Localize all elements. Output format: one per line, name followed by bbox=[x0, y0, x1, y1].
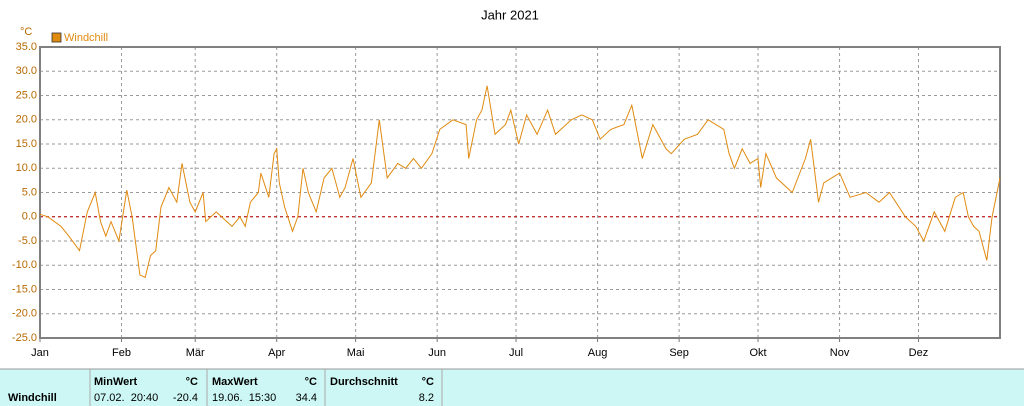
y-tick-label: 10.0 bbox=[16, 162, 37, 174]
y-unit: °C bbox=[20, 26, 32, 38]
table-cell: 07.02. 20:40 bbox=[94, 392, 158, 404]
x-tick-label: Jul bbox=[509, 347, 523, 359]
table-header: °C bbox=[422, 376, 434, 388]
table-row-label: Windchill bbox=[8, 392, 57, 404]
x-tick-label: Feb bbox=[112, 347, 131, 359]
table-cell: 34.4 bbox=[296, 392, 317, 404]
x-tick-label: Jan bbox=[31, 347, 49, 359]
plot-frame bbox=[39, 46, 1001, 339]
y-tick-label: 25.0 bbox=[16, 89, 37, 101]
table-header: °C bbox=[186, 376, 198, 388]
table-background bbox=[0, 369, 1024, 406]
table-header: MinWert bbox=[94, 376, 138, 388]
x-tick-label: Jun bbox=[428, 347, 446, 359]
table-cell: 19.06. 15:30 bbox=[212, 392, 276, 404]
table-cell: -20.4 bbox=[173, 392, 198, 404]
chart-title: Jahr 2021 bbox=[481, 7, 539, 22]
y-tick-label: 20.0 bbox=[16, 114, 37, 126]
table-header: °C bbox=[305, 376, 317, 388]
y-tick-label: -10.0 bbox=[12, 259, 37, 271]
y-tick-label: -15.0 bbox=[12, 283, 37, 295]
table-cell: 8.2 bbox=[419, 392, 434, 404]
y-tick-label: -20.0 bbox=[12, 308, 37, 320]
y-tick-label: -25.0 bbox=[12, 332, 37, 344]
x-tick-label: Sep bbox=[669, 347, 689, 359]
x-tick-label: Mär bbox=[186, 347, 205, 359]
y-tick-label: 35.0 bbox=[16, 41, 37, 53]
x-tick-label: Dez bbox=[909, 347, 929, 359]
legend-label: Windchill bbox=[64, 32, 108, 44]
y-tick-label: -5.0 bbox=[18, 235, 37, 247]
table-header: MaxWert bbox=[212, 376, 258, 388]
x-tick-label: Aug bbox=[588, 347, 608, 359]
data-line bbox=[39, 85, 1001, 279]
y-tick-label: 0.0 bbox=[22, 211, 37, 223]
y-tick-label: 30.0 bbox=[16, 65, 37, 77]
legend-swatch bbox=[51, 32, 62, 43]
y-tick-label: 15.0 bbox=[16, 138, 37, 150]
y-tick-label: 5.0 bbox=[22, 186, 37, 198]
table-header: Durchschnitt bbox=[330, 376, 398, 388]
x-tick-label: Mai bbox=[347, 347, 365, 359]
x-tick-label: Apr bbox=[268, 347, 285, 359]
x-tick-label: Okt bbox=[749, 347, 766, 359]
x-tick-label: Nov bbox=[830, 347, 850, 359]
